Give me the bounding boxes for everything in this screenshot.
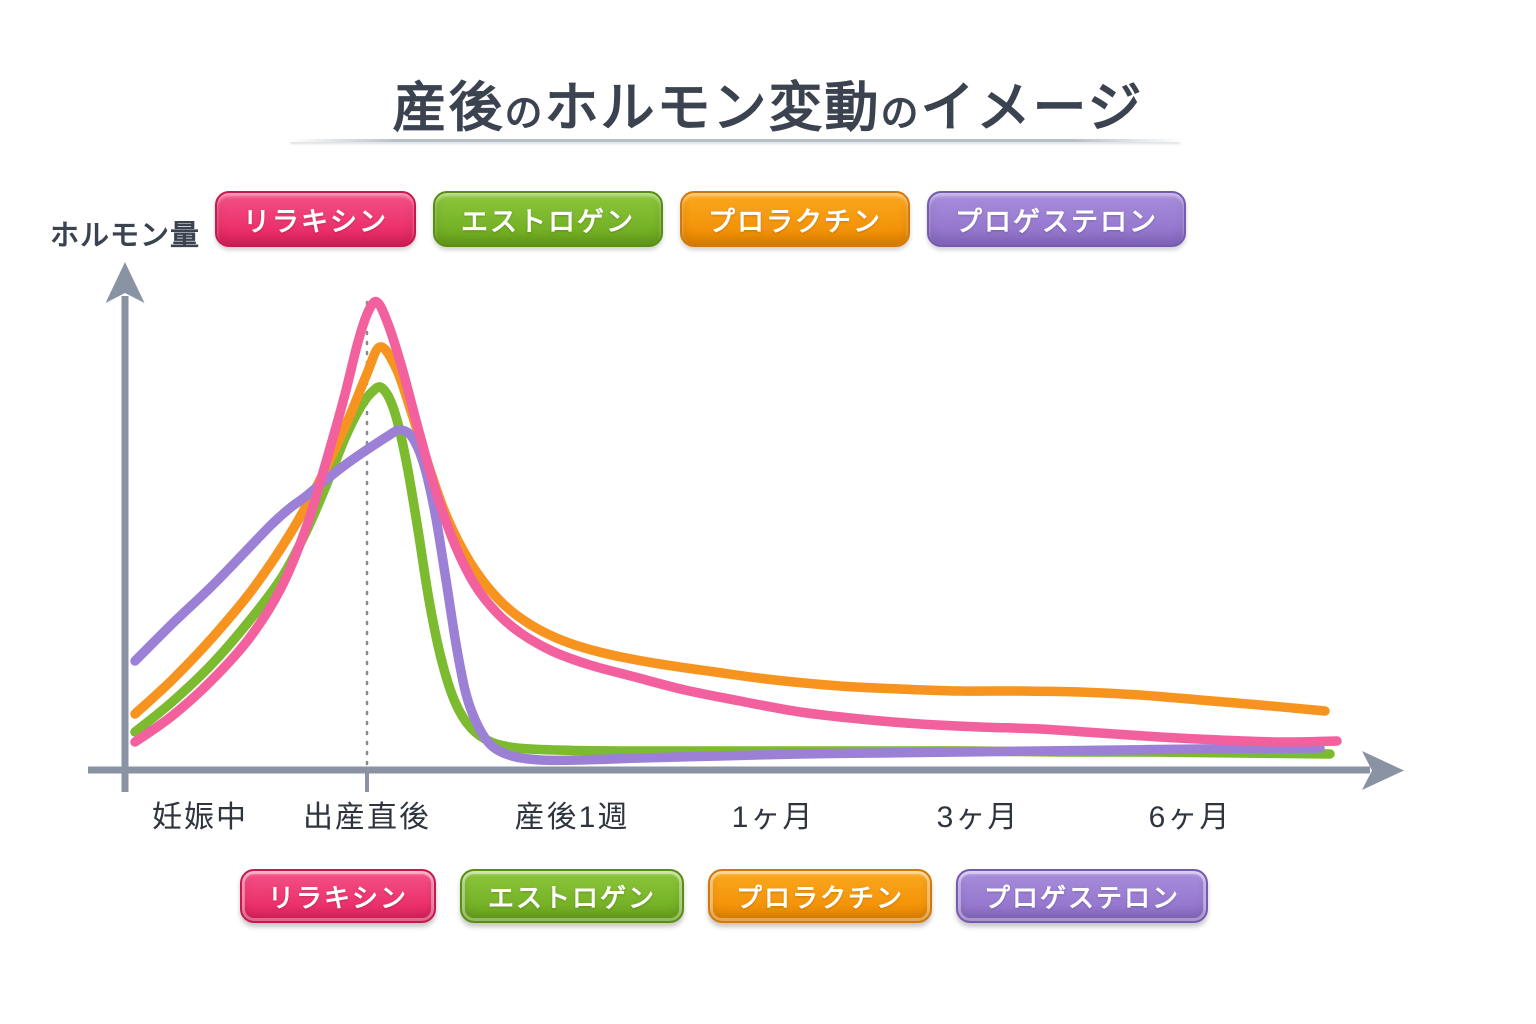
title-segment: ホルモン変動 <box>544 78 881 139</box>
title-particle: の <box>504 93 545 136</box>
legend-badge-estrogen-bottom: エストロゲン <box>460 869 685 923</box>
x-axis-label-month1: 1ヶ月 <box>731 801 815 834</box>
y-axis-arrow-icon <box>105 262 145 303</box>
title-segment: 産後 <box>392 78 505 139</box>
hormone-curves <box>130 296 1342 766</box>
legend-badge-relaxin-bottom: リラキシン <box>240 869 437 923</box>
legend-badge-relaxin-top: リラキシン <box>215 191 416 247</box>
x-axis-label-month6: 6ヶ月 <box>1148 801 1232 834</box>
y-axis-label: ホルモン量 <box>50 220 201 252</box>
x-axis-label-pregnancy: 妊娠中 <box>152 801 248 834</box>
legend-bottom: リラキシン エストロゲン プロラクチン プロゲステロン <box>240 869 1209 923</box>
x-axis-label-week1: 産後1週 <box>514 801 630 834</box>
curve-progesterone <box>130 425 1325 766</box>
title-segment: イメージ <box>920 78 1144 139</box>
x-axis-arrow-icon <box>1362 751 1404 790</box>
legend-badge-prolactin-top: プロラクチン <box>680 191 910 247</box>
title-particle: の <box>880 93 921 136</box>
title-divider <box>290 139 1180 142</box>
axes <box>88 262 1404 792</box>
legend-badge-progesterone-top: プロゲステロン <box>927 191 1186 247</box>
legend-top: リラキシン エストロゲン プロラクチン プロゲステロン <box>215 191 1186 247</box>
curve-prolactin <box>130 342 1330 719</box>
legend-badge-estrogen-top: エストロゲン <box>433 191 663 247</box>
legend-badge-progesterone-bottom: プロゲステロン <box>956 869 1209 923</box>
curve-relaxin <box>130 296 1342 747</box>
legend-badge-prolactin-bottom: プロラクチン <box>708 869 933 923</box>
x-axis-label-month3: 3ヶ月 <box>936 801 1020 834</box>
page-title: 産後のホルモン変動のイメージ <box>0 79 1536 138</box>
x-axis-label-birth: 出産直後 <box>303 801 431 834</box>
